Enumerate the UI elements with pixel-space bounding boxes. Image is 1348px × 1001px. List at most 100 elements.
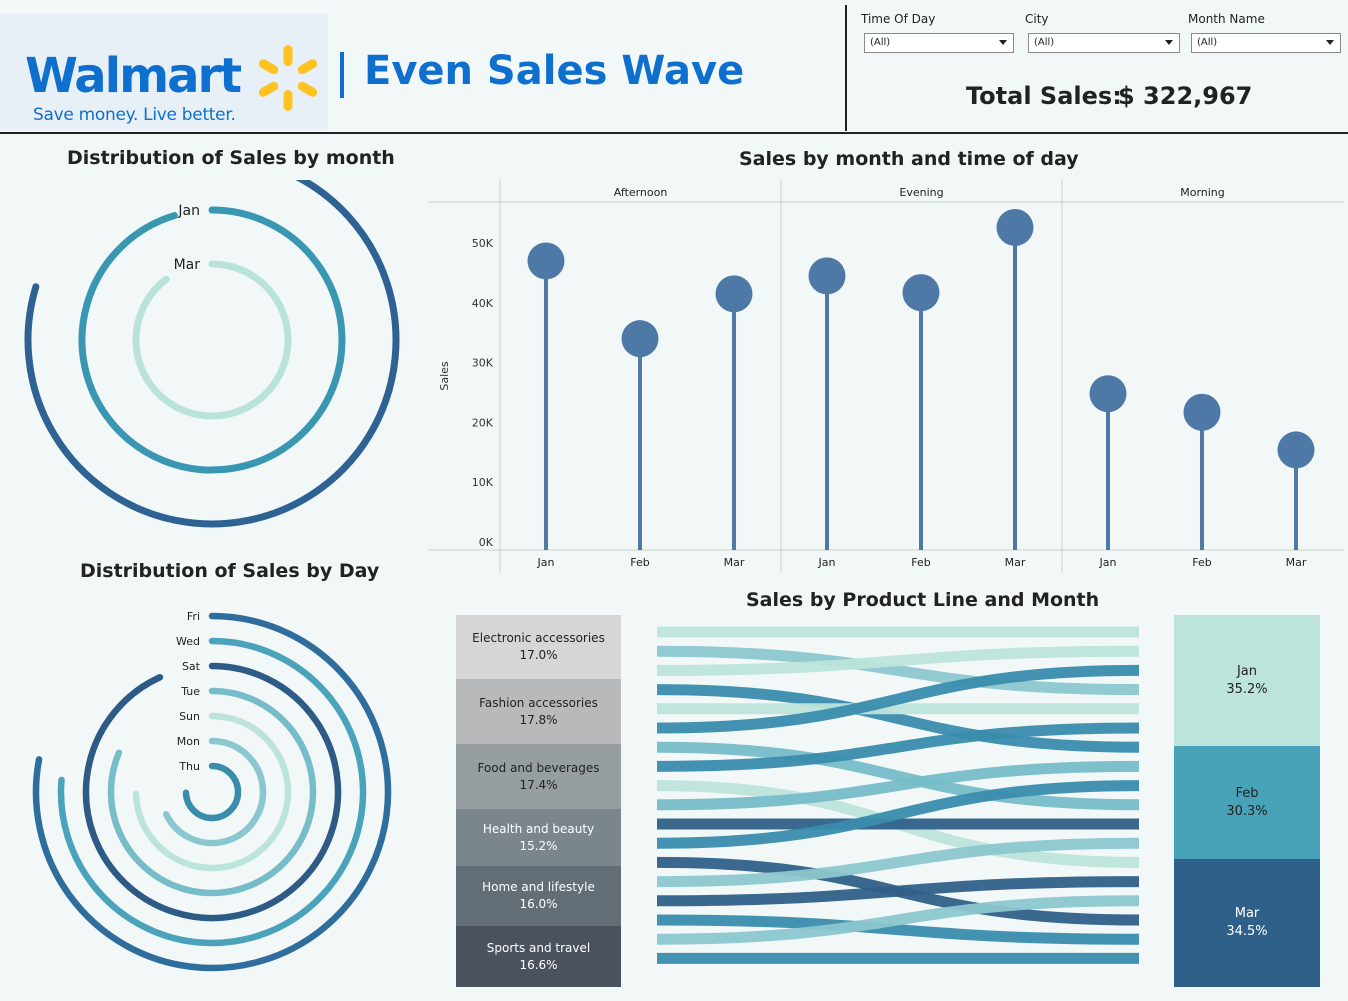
lollipop-chart-title: Sales by month and time of day <box>739 148 1079 170</box>
filter-time-of-day: Time Of Day (All) <box>861 12 1014 53</box>
total-sales-label: Total Sales: <box>966 82 1122 110</box>
sankey-ribbon <box>656 722 1140 772</box>
product-line-percent: 17.0% <box>519 648 558 662</box>
month-name: Feb <box>1235 785 1259 801</box>
product-line-block[interactable]: Fashion accessories 17.8% <box>456 679 621 744</box>
day-chart-title: Distribution of Sales by Day <box>80 560 380 582</box>
radial-bar-wed[interactable] <box>57 637 367 947</box>
lollipop-point-evening-jan[interactable] <box>808 257 846 295</box>
sankey-ribbon <box>656 837 1140 888</box>
sankey-ribbon <box>656 895 1140 945</box>
sankey-ribbon <box>656 645 1140 696</box>
month-radial-chart: FebJanMar <box>24 180 400 528</box>
radial-bar-thu[interactable] <box>182 762 242 822</box>
product-line-column: Electronic accessories 17.0% Fashion acces… <box>456 615 621 987</box>
product-line-block[interactable]: Electronic accessories 17.0% <box>456 615 621 679</box>
radial-bar-sat[interactable] <box>82 662 342 922</box>
filter-month-name: Month Name (All) <box>1188 12 1343 53</box>
filter-value: (All) <box>1197 37 1218 48</box>
month-name: Mar <box>1234 906 1260 921</box>
product-line-block[interactable]: Sports and travel 16.6% <box>456 926 621 987</box>
x-tick-label: Jan <box>818 556 836 569</box>
day-radial-chart: Fri Wed Sat Tue Sun Mon Thu <box>32 610 392 972</box>
sankey-ribbon <box>656 684 1140 753</box>
radial-bar-jan[interactable] <box>78 206 346 474</box>
lollipop-point-morning-feb[interactable] <box>1183 393 1221 431</box>
logo-tagline: Save money. Live better. <box>33 105 236 125</box>
lollipop-point-morning-mar[interactable] <box>1277 431 1315 469</box>
x-tick-label: Mar <box>724 556 745 569</box>
filter-city: City (All) <box>1025 12 1180 53</box>
product-line-percent: 16.0% <box>519 897 558 911</box>
radial-label-thu: Thu <box>178 760 200 773</box>
time-of-day-select[interactable]: (All) <box>864 33 1014 53</box>
header-divider <box>845 5 847 131</box>
radial-bar-feb[interactable] <box>24 180 400 528</box>
total-sales-value: $ 322,967 <box>1118 82 1253 110</box>
radial-bar-sun[interactable] <box>132 712 292 872</box>
lollipop-point-afternoon-feb[interactable] <box>621 320 659 358</box>
y-tick-label: 40K <box>472 297 494 310</box>
month-block-jan[interactable]: Jan 35.2% <box>1174 615 1320 746</box>
month-percent: 34.5% <box>1226 924 1268 939</box>
chevron-down-icon <box>1326 40 1334 45</box>
x-tick-label: Jan <box>1099 556 1117 569</box>
walmart-logo: Walmart Save money. Live better. <box>0 14 328 130</box>
month-percent: 35.2% <box>1226 681 1268 697</box>
x-tick-label: Mar <box>1005 556 1026 569</box>
radial-label-mar: Mar <box>174 257 201 273</box>
sankey-ribbon <box>656 876 1140 907</box>
radial-bar-mon[interactable] <box>162 737 267 847</box>
sankey-ribbon <box>656 914 1140 945</box>
month-name-select[interactable]: (All) <box>1191 33 1341 53</box>
y-tick-label: 20K <box>472 416 494 429</box>
radial-bar-fri[interactable] <box>32 612 392 972</box>
product-line-name: Health and beauty <box>482 821 595 836</box>
radial-label-fri: Fri <box>187 610 200 623</box>
sankey-ribbon <box>656 760 1140 811</box>
x-tick-label: Feb <box>1192 556 1211 569</box>
month-block-mar[interactable]: Mar 34.5% <box>1174 859 1320 987</box>
sankey-ribbon <box>656 741 1140 811</box>
x-tick-label: Feb <box>911 556 930 569</box>
spark-ray <box>297 81 318 97</box>
product-line-block[interactable]: Home and lifestyle 16.0% <box>456 866 621 926</box>
radial-label-sat: Sat <box>182 660 201 673</box>
filter-label: Month Name <box>1188 12 1265 26</box>
lollipop-point-afternoon-jan[interactable] <box>527 242 565 280</box>
product-line-name: Food and beverages <box>477 760 600 775</box>
product-line-percent: 17.8% <box>519 712 558 727</box>
chevron-down-icon <box>999 40 1007 45</box>
lollipop-point-evening-mar[interactable] <box>996 208 1034 246</box>
lollipop-point-evening-feb[interactable] <box>902 274 940 312</box>
lollipop-point-morning-jan[interactable] <box>1089 375 1127 413</box>
sankey-ribbon <box>656 780 1140 849</box>
month-column: Jan 35.2% Feb 30.3% Mar 34.5% <box>1174 615 1320 987</box>
month-block-feb[interactable]: Feb 30.3% <box>1174 746 1320 859</box>
sankey-ribbon <box>656 645 1140 676</box>
spark-icon <box>258 45 318 111</box>
radial-label-mon: Mon <box>177 735 200 748</box>
radial-bar-tue[interactable] <box>107 687 317 897</box>
product-line-block[interactable]: Health and beauty 15.2% <box>456 809 621 866</box>
radial-bar-mar[interactable] <box>132 260 292 420</box>
month-percent: 30.3% <box>1226 803 1268 819</box>
panel-header-morning: Morning <box>1180 186 1225 199</box>
x-tick-label: Mar <box>1286 556 1307 569</box>
spark-ray <box>258 59 279 75</box>
spark-ray <box>283 45 293 66</box>
product-line-name: Home and lifestyle <box>482 880 595 894</box>
x-tick-label: Jan <box>537 556 555 569</box>
city-select[interactable]: (All) <box>1028 33 1180 53</box>
lollipop-point-afternoon-mar[interactable] <box>715 275 753 313</box>
radial-label-tue: Tue <box>180 685 200 698</box>
product-line-percent: 15.2% <box>519 838 558 853</box>
filter-label: Time Of Day <box>861 12 936 26</box>
panel-header-afternoon: Afternoon <box>614 186 668 199</box>
y-tick-label: 10K <box>472 476 494 489</box>
y-tick-label: 30K <box>472 357 494 370</box>
y-axis-label: Sales <box>438 361 451 391</box>
sankey-chart-title: Sales by Product Line and Month <box>746 589 1100 611</box>
product-line-block[interactable]: Food and beverages 17.4% <box>456 744 621 809</box>
spark-ray <box>297 59 318 75</box>
